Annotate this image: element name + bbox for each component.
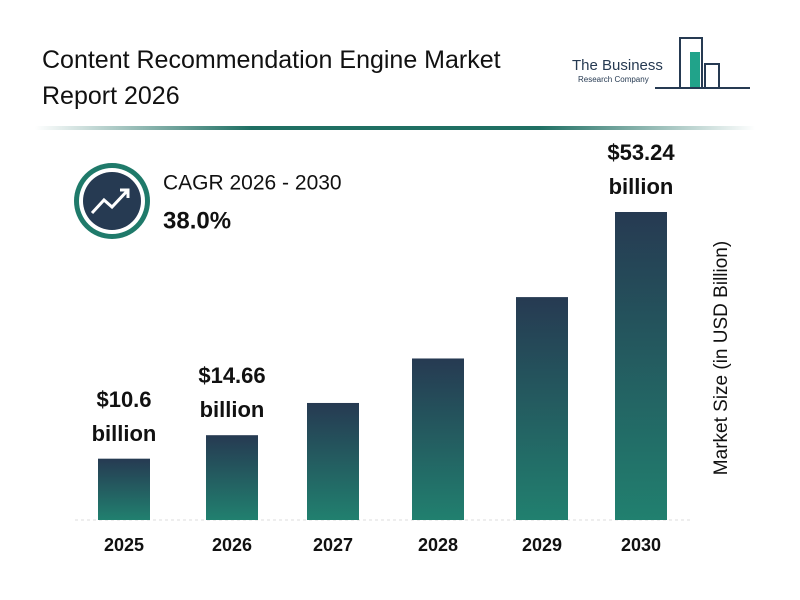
bar bbox=[307, 402, 359, 520]
value-label: $53.24 billion bbox=[607, 140, 675, 199]
logo-subtext: Research Company bbox=[578, 75, 649, 84]
x-tick-label: 2028 bbox=[418, 535, 458, 555]
bar bbox=[412, 358, 464, 520]
x-tick-label: 2030 bbox=[621, 535, 661, 555]
bar bbox=[98, 458, 150, 520]
x-tick-label: 2027 bbox=[313, 535, 353, 555]
logo-icon bbox=[655, 37, 750, 89]
value-label: $14.66 billion bbox=[198, 363, 266, 423]
x-tick-label: 2025 bbox=[104, 535, 144, 555]
logo-text: The Business bbox=[572, 57, 663, 74]
y-axis-label: Market Size (in USD Billion) bbox=[711, 241, 732, 475]
value-label: $10.6 billion bbox=[91, 386, 157, 446]
cagr-label: CAGR 2026 - 2030 bbox=[163, 172, 342, 195]
separator bbox=[35, 126, 755, 130]
bar bbox=[516, 297, 568, 520]
bar bbox=[615, 212, 667, 520]
cagr-value: 38.0% bbox=[163, 207, 231, 234]
x-tick-label: 2029 bbox=[522, 535, 562, 555]
bar bbox=[206, 435, 258, 520]
x-tick-label: 2026 bbox=[212, 535, 252, 555]
chart-title: Content Recommendation Engine Market Rep… bbox=[42, 46, 501, 110]
